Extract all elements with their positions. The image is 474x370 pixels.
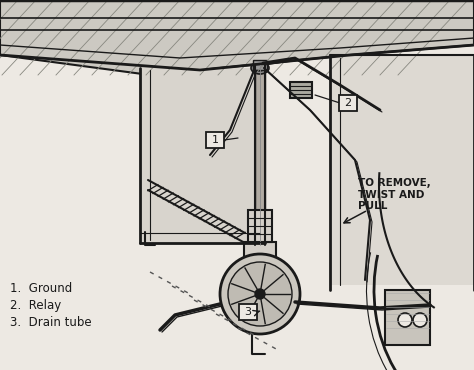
Text: 1: 1 (211, 135, 219, 145)
Bar (385, 290, 430, 345)
Bar (253, 60, 267, 70)
Text: TO REMOVE,
TWIST AND
PULL: TO REMOVE, TWIST AND PULL (358, 178, 431, 211)
Circle shape (228, 262, 292, 326)
Circle shape (255, 289, 265, 299)
FancyBboxPatch shape (339, 95, 357, 111)
FancyBboxPatch shape (239, 304, 257, 320)
Polygon shape (0, 0, 474, 75)
Circle shape (413, 313, 427, 327)
Circle shape (220, 254, 300, 334)
Ellipse shape (256, 65, 264, 71)
Bar (248, 210, 272, 245)
Bar (330, 55, 474, 285)
Circle shape (398, 313, 412, 327)
FancyBboxPatch shape (206, 132, 224, 148)
Bar (255, 65, 265, 245)
Text: 2: 2 (345, 98, 352, 108)
Text: 1.  Ground: 1. Ground (10, 282, 72, 295)
Bar (244, 242, 276, 258)
Text: 2.  Relay: 2. Relay (10, 299, 61, 312)
Bar (140, 68, 260, 243)
Ellipse shape (251, 62, 269, 74)
Text: 3.  Drain tube: 3. Drain tube (10, 316, 91, 329)
Text: 3: 3 (245, 307, 252, 317)
Bar (290, 82, 312, 98)
